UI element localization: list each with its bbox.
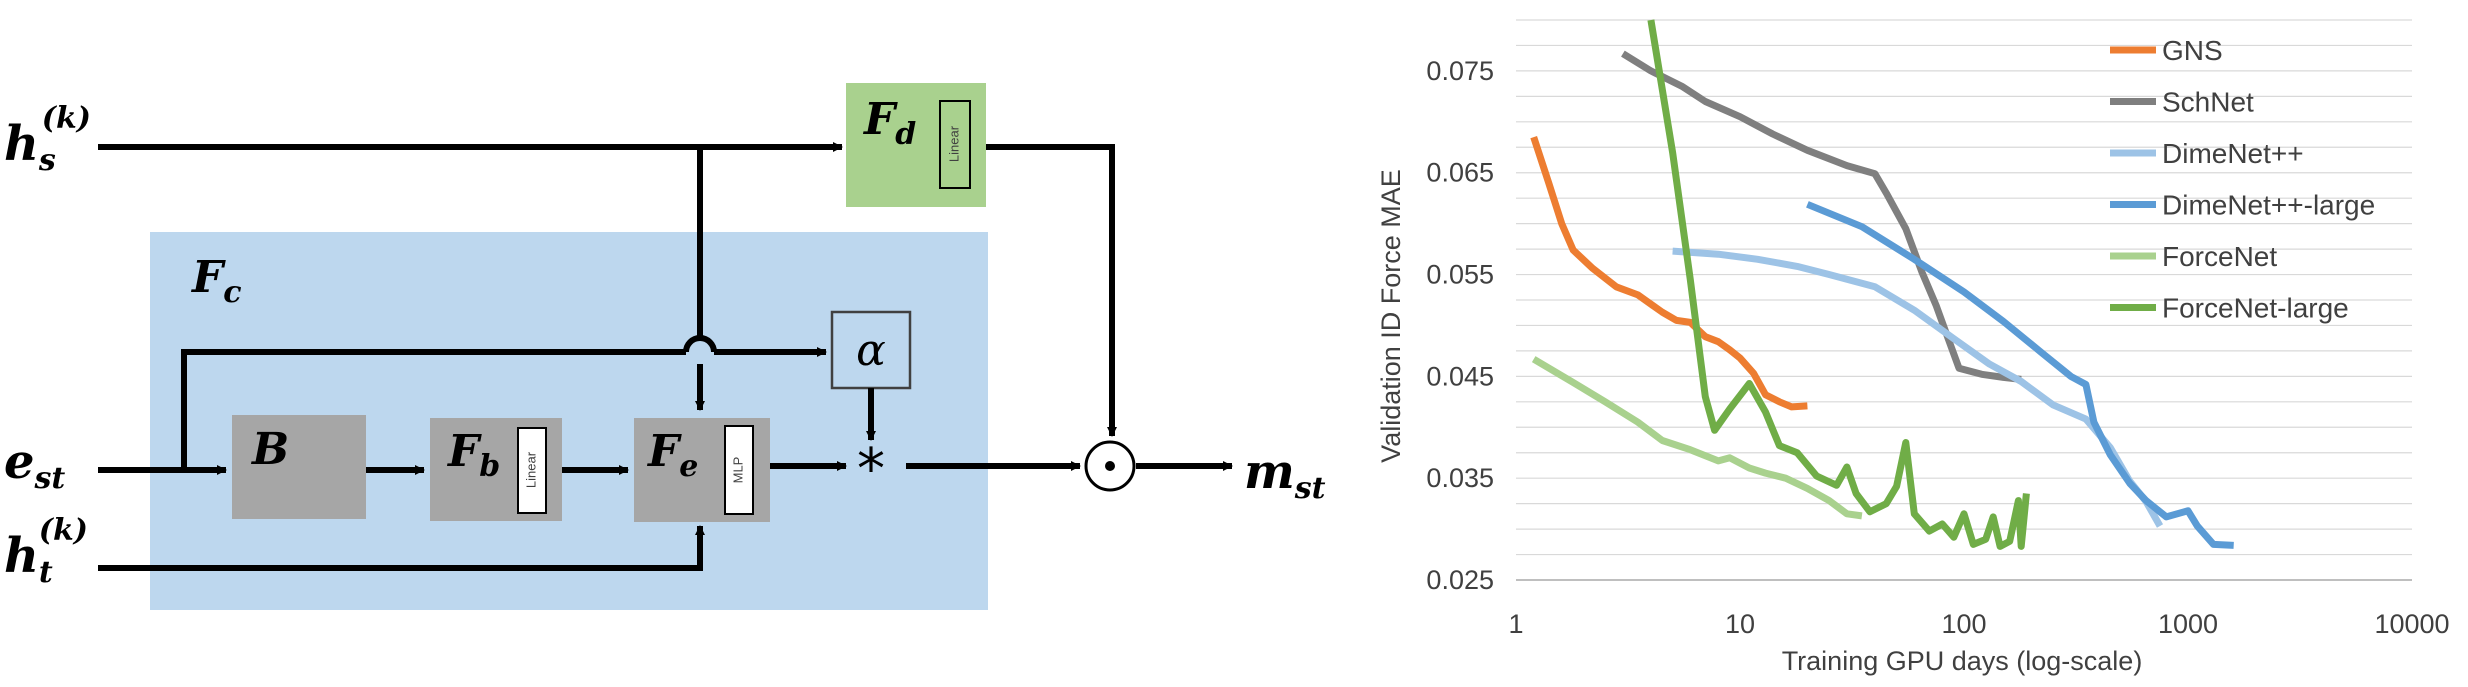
hadamard-dot <box>1105 461 1115 471</box>
b-block-label: B <box>250 424 289 475</box>
output-mst: mst <box>1244 444 1326 506</box>
y-tick-label: 0.055 <box>1426 260 1494 290</box>
y-axis-label: Validation ID Force MAE <box>1376 169 1406 463</box>
legend-label: ForceNet-large <box>2162 293 2349 324</box>
x-tick-label: 1000 <box>2158 609 2218 639</box>
ht-line <box>98 528 703 571</box>
y-tick-label: 0.035 <box>1426 463 1494 493</box>
crossover-hop <box>683 335 717 353</box>
y-tick-label: 0.025 <box>1426 565 1494 595</box>
series-line-forcenet <box>1531 356 1863 520</box>
gridlines <box>1516 19 2412 556</box>
fe-mlp-tag <box>724 425 754 515</box>
legend-label: SchNet <box>2162 87 2254 118</box>
fb-linear-tag <box>517 427 547 514</box>
input-hs: hs(k) <box>4 101 91 178</box>
x-tick-label: 10000 <box>2374 609 2449 639</box>
fe-mlp-tag-label: MLP <box>730 457 745 484</box>
multiply-op: * <box>857 437 885 502</box>
x-tick-label: 1 <box>1508 609 1523 639</box>
y-tick-label: 0.075 <box>1426 56 1494 86</box>
y-tick-label: 0.045 <box>1426 361 1494 391</box>
input-ht: ht(k) <box>4 513 88 590</box>
legend: GNS SchNet DimeNet++ DimeNet++-large ForceNe… <box>2110 35 2375 324</box>
y-tick-labels: 0.025 0.035 0.045 0.055 0.065 0.075 <box>1426 56 1494 595</box>
series-line-schnet <box>1621 50 2022 383</box>
x-tick-labels: 1 10 100 1000 10000 <box>1508 609 2449 639</box>
x-tick-label: 100 <box>1941 609 1986 639</box>
legend-label: DimeNet++-large <box>2162 190 2375 221</box>
fd-linear-tag <box>939 100 971 189</box>
chart: 0.025 0.035 0.045 0.055 0.065 0.075 1 10 100 100… <box>1376 19 2450 676</box>
fb-linear-tag-label: Linear <box>523 451 538 488</box>
series-line-gns <box>1530 136 1808 411</box>
input-est: est <box>4 434 65 496</box>
series-lines <box>1530 19 2234 550</box>
fb-block-label: Fb <box>446 426 500 484</box>
fc-label: Fc <box>190 252 242 310</box>
connections <box>98 142 1233 571</box>
fd-to-hadamard-arrow <box>986 144 1117 437</box>
est-branch-line <box>181 349 686 470</box>
fd-block-label: Fd <box>862 94 916 152</box>
fd-linear-tag-label: Linear <box>946 125 961 162</box>
b-block <box>232 415 366 519</box>
series-line-forcenet-large <box>1647 19 2030 550</box>
message-block-diagram: Fc B Fb Linear Fe MLP α Fd Linear hs(k) … <box>4 83 1326 610</box>
y-tick-label: 0.065 <box>1426 158 1494 188</box>
x-tick-label: 10 <box>1725 609 1755 639</box>
series-line-dimenet-large <box>1806 201 2234 549</box>
legend-label: DimeNet++ <box>2162 138 2304 169</box>
fe-block-label: Fe <box>646 426 698 484</box>
legend-label: ForceNet <box>2162 241 2277 272</box>
x-axis-label: Training GPU days (log-scale) <box>1782 646 2143 676</box>
alpha-label: α <box>856 325 886 376</box>
legend-label: GNS <box>2162 35 2223 66</box>
